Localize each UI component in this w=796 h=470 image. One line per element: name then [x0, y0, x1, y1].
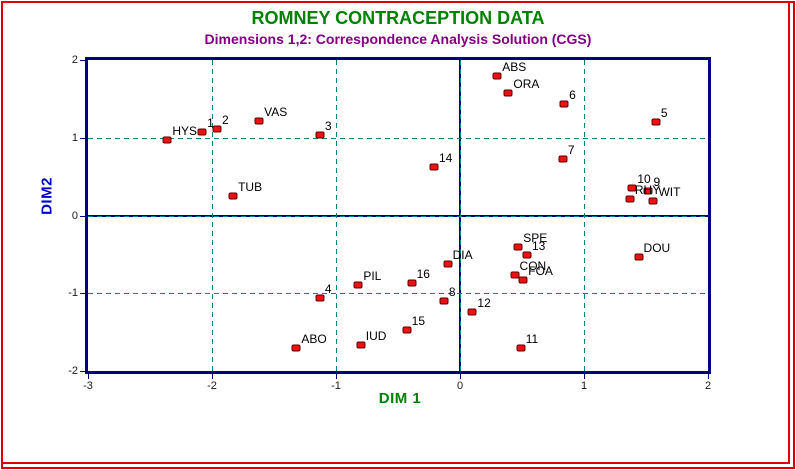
y-tick-label: -1: [68, 287, 78, 300]
data-point-11: [516, 344, 526, 352]
data-point-spe: [513, 243, 523, 251]
data-point-2: [212, 125, 222, 133]
data-point-rhy: [625, 195, 635, 203]
data-point-foa: [518, 276, 528, 284]
data-point-label-dia: DIA: [452, 248, 473, 263]
x-axis-tick: [708, 371, 709, 379]
gridline-horizontal: [88, 215, 708, 217]
y-tick-label: 2: [71, 54, 78, 66]
data-point-label-11: 11: [525, 332, 539, 347]
data-point-label-8: 8: [448, 285, 456, 300]
data-point-label-spe: SPE: [523, 230, 548, 245]
x-axis-tick: [584, 371, 585, 379]
y-tick-label: 1: [71, 131, 78, 144]
data-point-15: [402, 326, 412, 334]
y-axis-tick: [80, 215, 88, 217]
data-point-iud: [356, 341, 366, 349]
data-point-label-1: 1: [207, 115, 214, 130]
data-point-label-10: 10: [637, 172, 651, 187]
data-point-label-4: 4: [324, 281, 332, 296]
data-point-abs: [492, 72, 502, 80]
data-point-tub: [228, 192, 238, 200]
y-tick-label: -2: [68, 365, 78, 377]
data-point-label-6: 6: [569, 87, 576, 102]
data-point-label-rhy: RHY: [634, 183, 661, 198]
data-point-label-con: CON: [519, 259, 547, 274]
data-point-3: [315, 131, 325, 139]
data-point-con: [510, 271, 520, 279]
data-point-label-pil: PIL: [363, 268, 382, 283]
y-axis-title: DIM2: [38, 177, 56, 215]
data-point-pil: [353, 281, 363, 289]
data-point-4: [315, 294, 325, 302]
x-axis-title: DIM 1: [378, 390, 422, 407]
plot-area: -3 -2 -1 0 1 2 2 1 0 -1 -2 HYS 1 2 VAS 3 TUB ABS ORA 6 5 7 14 1…: [68, 54, 711, 392]
data-point-12: [467, 308, 477, 316]
data-point-ora: [503, 89, 513, 97]
data-point-dou: [634, 253, 644, 261]
data-point-16: [407, 279, 417, 287]
y-axis-tick: [80, 137, 88, 139]
data-point-vas: [254, 117, 264, 125]
y-axis-tick: [80, 371, 88, 372]
data-point-label-foa: FOA: [528, 264, 553, 279]
x-axis-tick: [88, 371, 89, 379]
x-tick-label: 2: [704, 380, 712, 392]
x-axis-tick: [212, 371, 213, 379]
data-point-label-16: 16: [416, 267, 430, 282]
data-point-label-12: 12: [477, 295, 491, 310]
y-axis-tick: [80, 293, 88, 295]
x-axis-tick: [460, 371, 461, 379]
data-point-1: [197, 128, 207, 136]
y-tick-label: 0: [71, 209, 78, 222]
data-point-label-vas: VAS: [264, 105, 288, 120]
data-point-8: [439, 297, 449, 305]
gridline-horizontal: [88, 293, 708, 295]
data-point-label-5: 5: [660, 106, 668, 121]
x-tick-label: 1: [580, 380, 588, 392]
data-point-dia: [443, 260, 453, 268]
data-point-abo: [291, 344, 301, 352]
data-point-label-7: 7: [567, 142, 575, 157]
data-point-hys: [162, 136, 172, 144]
x-tick-label: 0: [456, 380, 464, 392]
y-axis-tick: [80, 60, 88, 61]
data-point-label-15: 15: [411, 313, 426, 328]
data-point-7: [558, 155, 568, 163]
x-tick-label: -1: [331, 380, 341, 392]
data-point-13: [522, 251, 532, 259]
data-point-5: [651, 118, 661, 126]
data-point-label-3: 3: [324, 119, 332, 134]
data-point-label-2: 2: [221, 113, 229, 128]
chart-title: ROMNEY CONTRACEPTION DATA: [251, 8, 545, 28]
data-point-label-13: 13: [531, 239, 546, 254]
data-point-wit: [648, 197, 658, 205]
x-tick-label: -2: [207, 380, 217, 392]
data-point-label-14: 14: [438, 151, 453, 166]
data-point-label-dou: DOU: [643, 240, 671, 255]
gridline-horizontal: [88, 137, 708, 139]
data-point-label-hys: HYS: [172, 124, 198, 139]
chart-subtitle: Dimensions 1,2: Correspondence Analysis …: [204, 31, 592, 47]
data-point-label-abs: ABS: [502, 60, 527, 75]
data-point-10: [627, 184, 637, 192]
data-point-label-iud: IUD: [365, 329, 387, 344]
data-point-label-tub: TUB: [238, 180, 263, 195]
data-point-14: [429, 163, 439, 171]
x-axis-tick: [336, 371, 337, 379]
data-point-label-ora: ORA: [513, 76, 540, 91]
data-point-label-9: 9: [653, 174, 661, 189]
data-point-9: [643, 187, 653, 195]
data-point-label-wit: WIT: [658, 184, 681, 199]
x-tick-label: -3: [83, 380, 93, 392]
data-point-label-abo: ABO: [301, 331, 327, 346]
data-point-6: [559, 100, 569, 108]
